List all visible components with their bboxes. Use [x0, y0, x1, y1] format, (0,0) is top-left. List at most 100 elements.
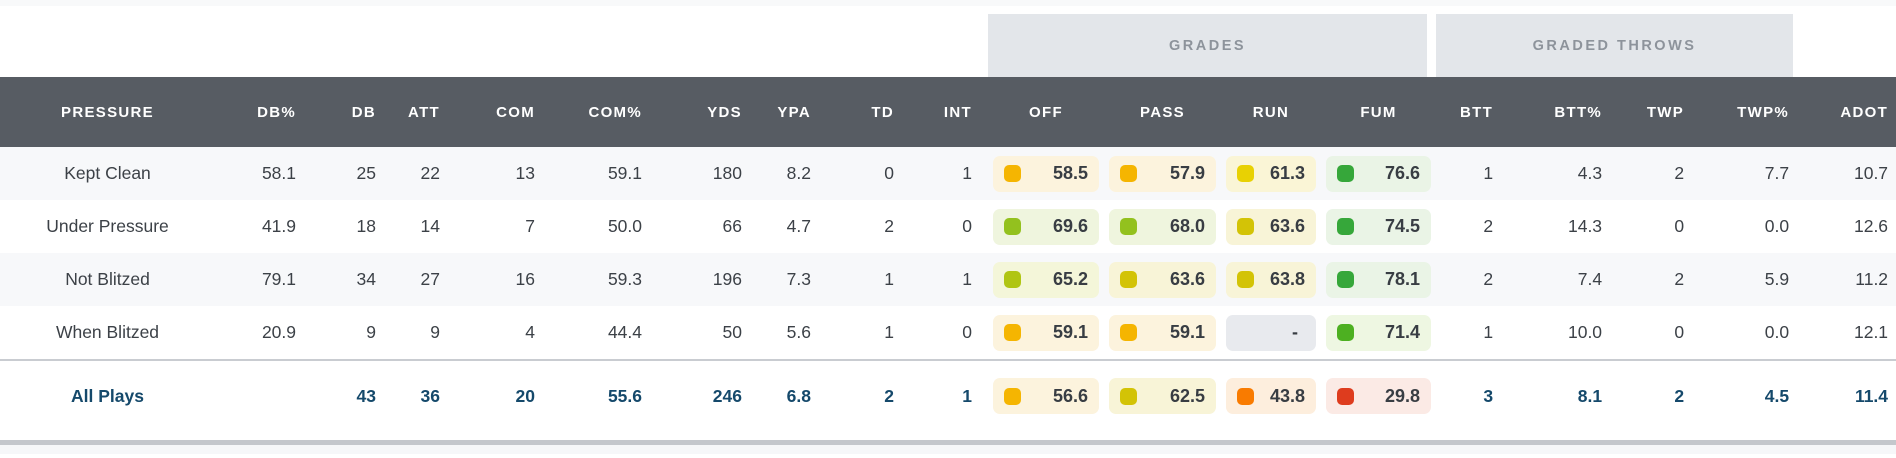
grade-value: 43.8	[1269, 385, 1305, 406]
grade-value: -	[1292, 322, 1298, 342]
grade-cell-off: 58.5	[988, 147, 1104, 200]
cell-btt-pct: 14.3	[1509, 200, 1619, 253]
grade-pill-pass: 68.0	[1109, 208, 1216, 245]
table-row-all-plays: All Plays 43 36 20 55.6 246 6.8 2 1 56.6…	[0, 359, 1896, 431]
grade-cell-pass: 57.9	[1104, 147, 1221, 200]
cell-att: 14	[392, 200, 456, 253]
row-label: Kept Clean	[0, 147, 215, 200]
cell-com-pct: 50.0	[551, 200, 658, 253]
row-label: When Blitzed	[0, 306, 215, 359]
grade-swatch-icon	[1120, 165, 1137, 182]
column-header-int[interactable]: INT	[910, 77, 988, 147]
cell-td: 1	[827, 306, 910, 359]
top-gap	[0, 6, 1896, 14]
cell-yds: 180	[658, 147, 758, 200]
pressure-stats-table: GRADES GRADED THROWS PRESSURE DB% DB ATT…	[0, 14, 1896, 431]
column-header-adot[interactable]: ADOT	[1805, 77, 1896, 147]
column-header-com[interactable]: COM	[456, 77, 551, 147]
column-header-com-pct[interactable]: COM%	[551, 77, 658, 147]
grade-swatch-icon	[1337, 387, 1354, 405]
grade-value: 68.0	[1169, 216, 1205, 236]
column-header-yds[interactable]: YDS	[658, 77, 758, 147]
grade-swatch-icon	[1337, 271, 1354, 288]
cell-com-pct: 55.6	[551, 359, 658, 431]
grades-group-header: GRADES	[988, 14, 1428, 77]
grade-swatch-icon	[1120, 271, 1137, 288]
column-header-off[interactable]: OFF	[988, 77, 1104, 147]
cell-twp-pct: 4.5	[1700, 359, 1806, 431]
column-header-row: PRESSURE DB% DB ATT COM COM% YDS YPA TD …	[0, 77, 1896, 147]
bottom-gap	[0, 431, 1896, 440]
row-label: Not Blitzed	[0, 253, 215, 306]
cell-twp: 2	[1618, 147, 1701, 200]
grade-swatch-icon	[1004, 271, 1021, 288]
grade-cell-pass: 62.5	[1104, 359, 1221, 431]
grade-value: 78.1	[1385, 269, 1421, 289]
grade-swatch-icon	[1237, 387, 1254, 405]
column-header-twp-pct[interactable]: TWP%	[1700, 77, 1806, 147]
column-header-pressure[interactable]: PRESSURE	[0, 77, 215, 147]
cell-yds: 50	[658, 306, 758, 359]
column-header-db[interactable]: DB	[312, 77, 392, 147]
column-header-fum[interactable]: FUM	[1321, 77, 1437, 147]
group-spacer-right	[1805, 14, 1896, 77]
grade-swatch-icon	[1337, 165, 1354, 182]
cell-btt: 1	[1436, 147, 1510, 200]
cell-twp: 2	[1618, 253, 1701, 306]
column-header-btt[interactable]: BTT	[1436, 77, 1510, 147]
grade-cell-pass: 63.6	[1104, 253, 1221, 306]
grade-value: 59.1	[1169, 322, 1205, 342]
grade-pill-run: 43.8	[1226, 378, 1316, 414]
cell-db: 18	[312, 200, 392, 253]
graded-throws-group-header: GRADED THROWS	[1436, 14, 1794, 77]
cell-yds: 246	[658, 359, 758, 431]
cell-ypa: 7.3	[758, 253, 827, 306]
grade-pill-run: 63.8	[1226, 261, 1316, 298]
horizontal-scrollbar-thumb[interactable]	[0, 440, 1896, 445]
column-header-att[interactable]: ATT	[392, 77, 456, 147]
grade-cell-off: 56.6	[988, 359, 1104, 431]
cell-int: 1	[910, 359, 988, 431]
grade-cell-run: 43.8	[1221, 359, 1321, 431]
cell-btt: 2	[1436, 200, 1510, 253]
cell-db: 25	[312, 147, 392, 200]
column-header-btt-pct[interactable]: BTT%	[1509, 77, 1619, 147]
column-header-ypa[interactable]: YPA	[758, 77, 827, 147]
grade-cell-fum: 71.4	[1321, 306, 1437, 359]
cell-db-pct: 58.1	[215, 147, 312, 200]
grade-pill-pass: 62.5	[1109, 378, 1216, 414]
grade-swatch-icon	[1120, 387, 1137, 405]
cell-adot: 12.6	[1805, 200, 1896, 253]
grade-pill-pass: 63.6	[1109, 261, 1216, 298]
cell-com: 7	[456, 200, 551, 253]
grade-swatch-icon	[1237, 165, 1254, 182]
grade-cell-run: -	[1221, 306, 1321, 359]
cell-td: 1	[827, 253, 910, 306]
cell-att: 9	[392, 306, 456, 359]
grade-value: 74.5	[1385, 216, 1421, 236]
cell-int: 1	[910, 147, 988, 200]
grade-value: 29.8	[1385, 385, 1421, 406]
cell-yds: 196	[658, 253, 758, 306]
column-header-db-pct[interactable]: DB%	[215, 77, 312, 147]
grade-swatch-icon	[1237, 271, 1254, 288]
cell-db: 34	[312, 253, 392, 306]
column-header-td[interactable]: TD	[827, 77, 910, 147]
column-header-twp[interactable]: TWP	[1618, 77, 1701, 147]
cell-td: 2	[827, 359, 910, 431]
grade-pill-fum: 29.8	[1326, 378, 1432, 414]
column-header-pass[interactable]: PASS	[1104, 77, 1221, 147]
table-row-not-blitzed: Not Blitzed 79.1 34 27 16 59.3 196 7.3 1…	[0, 253, 1896, 306]
group-spacer	[0, 14, 988, 77]
grade-cell-fum: 29.8	[1321, 359, 1437, 431]
grade-pill-run: 63.6	[1226, 208, 1316, 245]
graded-throws-group-cell: GRADED THROWS	[1436, 14, 1806, 77]
cell-btt-pct: 10.0	[1509, 306, 1619, 359]
grade-cell-off: 59.1	[988, 306, 1104, 359]
cell-db: 43	[312, 359, 392, 431]
cell-com-pct: 59.1	[551, 147, 658, 200]
column-header-run[interactable]: RUN	[1221, 77, 1321, 147]
grade-cell-pass: 68.0	[1104, 200, 1221, 253]
grade-value: 65.2	[1052, 269, 1088, 289]
grade-swatch-icon	[1237, 218, 1254, 235]
